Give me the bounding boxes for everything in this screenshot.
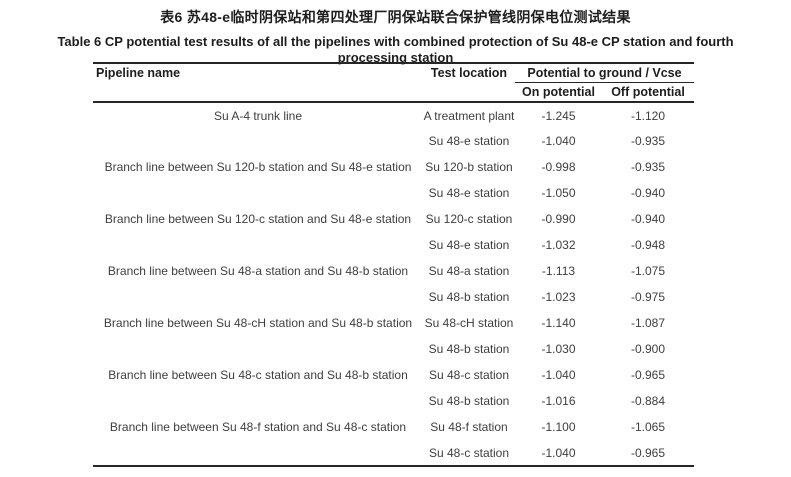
on-potential-cell: -1.100	[541, 420, 576, 434]
pipeline-name-cell: Branch line between Su 48-a station and …	[107, 264, 409, 278]
pipeline-name-cell	[93, 284, 423, 310]
table-row: Branch line between Su 48-f station and …	[93, 414, 694, 440]
pipeline-name-cell: Branch line between Su 120-c station and…	[104, 212, 412, 226]
on-potential-cell: -1.140	[541, 316, 576, 330]
table-caption-zh: 表6 苏48-e临时阴保站和第四处理厂阴保站联合保护管线阴保电位测试结果	[160, 9, 631, 25]
col-header-pipeline-name: Pipeline name	[93, 63, 423, 103]
on-potential-cell: -1.113	[541, 264, 576, 278]
pipeline-name-cell: Branch line between Su 120-b station and…	[104, 160, 412, 174]
off-potential-cell: -1.065	[630, 420, 666, 434]
on-potential-cell: -1.016	[541, 394, 576, 408]
table-row: Su 48-b station -1.023 -0.975	[93, 284, 694, 310]
col-header-test-location: Test location	[423, 63, 515, 103]
off-potential-cell: -0.935	[630, 134, 666, 148]
table-row: Branch line between Su 48-a station and …	[93, 258, 694, 284]
col-header-on-potential: On potential	[515, 82, 602, 103]
test-location-cell: Su 48-b station	[428, 290, 510, 304]
header-row-2: On potential Off potential	[93, 82, 694, 103]
table-row: Su 48-c station -1.040 -0.965	[93, 440, 694, 466]
on-potential-cell: -1.030	[541, 342, 576, 356]
on-potential-cell: -1.023	[541, 290, 576, 304]
pipeline-name-cell	[93, 128, 423, 154]
table-row: Branch line between Su 120-b station and…	[93, 154, 694, 180]
table-body: Su A-4 trunk line A treatment plant -1.2…	[93, 102, 694, 466]
table-row: Su 48-b station -1.030 -0.900	[93, 336, 694, 362]
test-location-cell: Su 48-cH station	[424, 316, 514, 330]
col-header-off-potential: Off potential	[602, 82, 694, 103]
off-potential-cell: -0.948	[630, 238, 666, 252]
pipeline-name-cell: Branch line between Su 48-f station and …	[109, 420, 407, 434]
table-row: Branch line between Su 120-c station and…	[93, 206, 694, 232]
pipeline-name-cell: Su A-4 trunk line	[213, 108, 303, 123]
table-row: Su A-4 trunk line A treatment plant -1.2…	[93, 102, 694, 128]
test-location-cell: A treatment plant	[423, 108, 515, 123]
col-header-potential-group: Potential to ground / Vcse	[515, 63, 694, 83]
off-potential-cell: -1.120	[630, 108, 666, 123]
on-potential-cell: -0.998	[541, 160, 576, 174]
off-potential-cell: -0.965	[630, 368, 666, 382]
table-header: Pipeline name Test location Potential to…	[93, 63, 694, 103]
table-row: Su 48-e station -1.050 -0.940	[93, 180, 694, 206]
on-potential-cell: -1.245	[541, 108, 576, 123]
test-location-cell: Su 48-e station	[428, 238, 510, 252]
cp-potential-table: Pipeline name Test location Potential to…	[93, 62, 694, 467]
on-potential-cell: -1.040	[541, 368, 576, 382]
off-potential-cell: -1.087	[630, 316, 666, 330]
on-potential-cell: -1.040	[541, 445, 576, 460]
test-location-cell: Su 48-c station	[428, 445, 510, 460]
pipeline-name-cell	[93, 180, 423, 206]
off-potential-cell: -0.965	[630, 445, 666, 460]
table-row: Branch line between Su 48-cH station and…	[93, 310, 694, 336]
off-potential-cell: -0.935	[630, 160, 666, 174]
pipeline-name-cell	[93, 440, 423, 466]
off-potential-cell: -0.940	[630, 186, 666, 200]
table-caption-en: Table 6 CP potential test results of all…	[0, 34, 791, 66]
test-location-cell: Su 48-f station	[430, 420, 508, 434]
pipeline-name-cell	[93, 388, 423, 414]
table-caption-en-line2: processing station	[337, 50, 454, 65]
table-row: Su 48-b station -1.016 -0.884	[93, 388, 694, 414]
test-location-cell: Su 48-a station	[428, 264, 510, 278]
test-location-cell: Su 48-c station	[428, 368, 510, 382]
on-potential-cell: -1.032	[541, 238, 576, 252]
pipeline-name-cell	[93, 232, 423, 258]
off-potential-cell: -0.940	[630, 212, 666, 226]
test-location-cell: Su 48-b station	[428, 342, 510, 356]
pipeline-name-cell: Branch line between Su 48-cH station and…	[103, 316, 413, 330]
off-potential-cell: -1.075	[630, 264, 666, 278]
test-location-cell: Su 48-e station	[428, 134, 510, 148]
pipeline-name-cell	[93, 336, 423, 362]
on-potential-cell: -0.990	[541, 212, 576, 226]
test-location-cell: Su 48-e station	[428, 186, 510, 200]
on-potential-cell: -1.050	[541, 186, 576, 200]
off-potential-cell: -0.975	[630, 290, 666, 304]
off-potential-cell: -0.884	[630, 394, 666, 408]
off-potential-cell: -0.900	[630, 342, 666, 356]
test-location-cell: Su 120-b station	[425, 160, 513, 174]
pipeline-name-cell: Branch line between Su 48-c station and …	[108, 368, 408, 382]
test-location-cell: Su 48-b station	[428, 394, 510, 408]
table-row: Su 48-e station -1.040 -0.935	[93, 128, 694, 154]
table-row: Branch line between Su 48-c station and …	[93, 362, 694, 388]
on-potential-cell: -1.040	[541, 134, 576, 148]
test-location-cell: Su 120-c station	[425, 212, 513, 226]
table-row: Su 48-e station -1.032 -0.948	[93, 232, 694, 258]
table-caption-en-line1: Table 6 CP potential test results of all…	[57, 34, 734, 49]
header-row-1: Pipeline name Test location Potential to…	[93, 63, 694, 103]
